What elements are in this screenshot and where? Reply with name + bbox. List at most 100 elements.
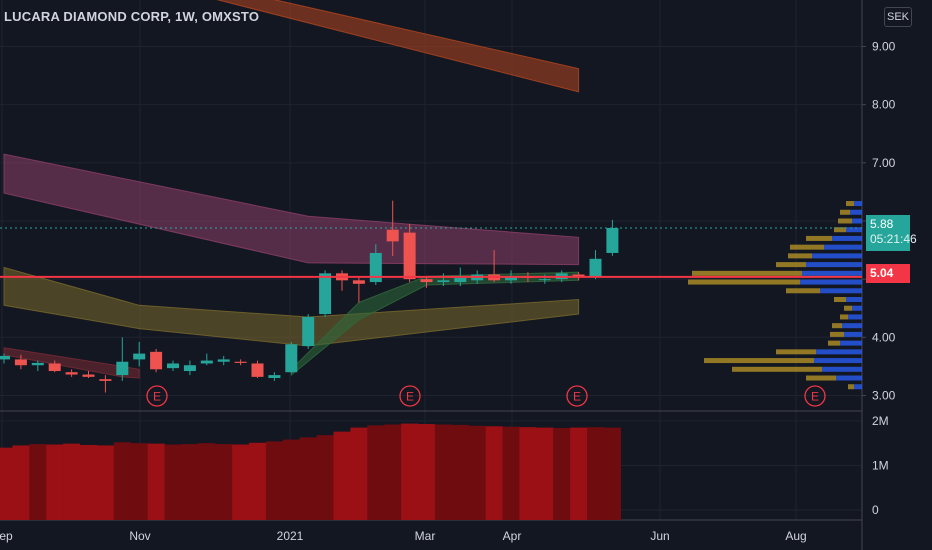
volume-bar xyxy=(63,443,81,520)
volume-bar xyxy=(350,427,368,520)
symbol-title[interactable]: LUCARA DIAMOND CORP, 1W, OMXSTO xyxy=(4,9,260,24)
volume-profile-bar-down xyxy=(834,297,846,303)
volume-tick-label: 0 xyxy=(872,503,879,517)
volume-profile-bar-up xyxy=(850,209,862,215)
candle-body xyxy=(285,344,298,373)
candle-body xyxy=(82,374,95,377)
volume-profile-bar-up xyxy=(822,366,862,372)
volume-profile-bar-down xyxy=(830,331,844,337)
candle-body xyxy=(420,279,433,283)
volume-bar xyxy=(536,427,554,520)
volume-bar xyxy=(29,444,47,520)
volume-profile-bar-down xyxy=(776,349,816,355)
volume-profile-bar-down xyxy=(828,340,840,346)
candle-body xyxy=(31,362,44,366)
candlestick-series[interactable] xyxy=(0,200,619,393)
volume-bar xyxy=(570,427,588,520)
time-tick-label: Sep xyxy=(0,529,13,543)
candle-body xyxy=(369,252,382,283)
volume-bar xyxy=(333,431,351,520)
price-lines xyxy=(0,227,862,278)
volume-profile-bar-up xyxy=(844,331,862,337)
candle-body xyxy=(454,277,467,283)
volume-bar xyxy=(0,447,13,520)
volume-profile-bar-up xyxy=(832,235,862,241)
candle-body xyxy=(0,355,10,360)
candle-body xyxy=(386,229,399,242)
volume-profile-bar-down xyxy=(790,244,824,250)
volume-bar xyxy=(181,444,199,520)
bar-countdown-label: 05:21:46 xyxy=(870,232,917,246)
moving-average-band xyxy=(216,0,580,93)
candle-body xyxy=(505,276,517,281)
volume-profile-bar-up xyxy=(852,218,862,224)
candle-body xyxy=(217,359,230,362)
candle-body xyxy=(319,273,332,315)
volume-profile-bar-up xyxy=(824,244,862,250)
volume-bar xyxy=(215,444,233,520)
volume-bar xyxy=(198,443,216,520)
volume-profile xyxy=(688,201,862,390)
volume-bar xyxy=(80,444,98,520)
volume-bar xyxy=(113,442,131,520)
volume-bar xyxy=(384,424,402,520)
candle-body xyxy=(234,361,247,363)
volume-profile-bar-down xyxy=(848,384,854,390)
volume-profile-bar-up xyxy=(846,297,862,303)
earnings-marker xyxy=(146,385,168,407)
volume-bar xyxy=(164,444,182,520)
time-tick-label: Apr xyxy=(503,529,522,543)
candle-body xyxy=(589,258,602,277)
time-tick-label: Aug xyxy=(785,529,806,543)
volume-profile-bar-down xyxy=(806,375,836,381)
candle-body xyxy=(606,227,619,253)
volume-series[interactable] xyxy=(0,423,621,520)
time-tick-label: Nov xyxy=(129,529,150,543)
volume-profile-bar-down xyxy=(834,227,846,233)
volume-profile-bar-down xyxy=(688,279,800,285)
volume-profile-bar-up xyxy=(840,340,862,346)
moving-average-band xyxy=(3,153,580,266)
candle-body xyxy=(302,316,315,347)
volume-bar xyxy=(468,425,486,520)
price-tick-label: 7.00 xyxy=(872,156,896,170)
volume-bar xyxy=(401,423,419,520)
moving-average-band xyxy=(3,266,580,347)
volume-bar xyxy=(519,427,537,520)
volume-profile-bar-down xyxy=(846,201,854,207)
volume-profile-bar-down xyxy=(704,358,814,364)
volume-profile-bar-down xyxy=(806,235,832,241)
volume-bar xyxy=(587,427,605,520)
earnings-marker-label: E xyxy=(573,390,581,404)
currency-badge[interactable]: SEK xyxy=(884,7,912,27)
candle-body xyxy=(133,353,146,360)
volume-profile-bar-up xyxy=(820,288,862,294)
candle-body xyxy=(403,232,416,280)
candle-body xyxy=(99,379,112,381)
volume-profile-bar-down xyxy=(732,366,822,372)
volume-profile-bar-up xyxy=(854,201,862,207)
candle-body xyxy=(167,363,179,369)
candle-body xyxy=(48,363,61,372)
volume-profile-bar-up xyxy=(854,384,862,390)
candle-body xyxy=(437,280,450,283)
candle-body xyxy=(268,375,281,379)
volume-profile-bar-up xyxy=(836,375,862,381)
volume-bar xyxy=(147,443,165,520)
current-price-tag: 5.88 05:21:46 xyxy=(866,215,917,251)
volume-bar xyxy=(130,443,148,520)
volume-bar xyxy=(96,445,114,520)
volume-profile-bar-up xyxy=(806,262,862,268)
volume-profile-bar-down xyxy=(840,209,850,215)
volume-profile-bar-up xyxy=(816,349,862,355)
volume-bar xyxy=(502,426,520,520)
volume-profile-bar-down xyxy=(840,314,848,320)
candle-body xyxy=(538,279,551,281)
earnings-marker-label: E xyxy=(406,390,414,404)
candle-body xyxy=(116,361,129,376)
time-tick-label: Mar xyxy=(415,529,436,543)
volume-tick-label: 1M xyxy=(872,458,889,472)
volume-bar xyxy=(553,428,571,520)
